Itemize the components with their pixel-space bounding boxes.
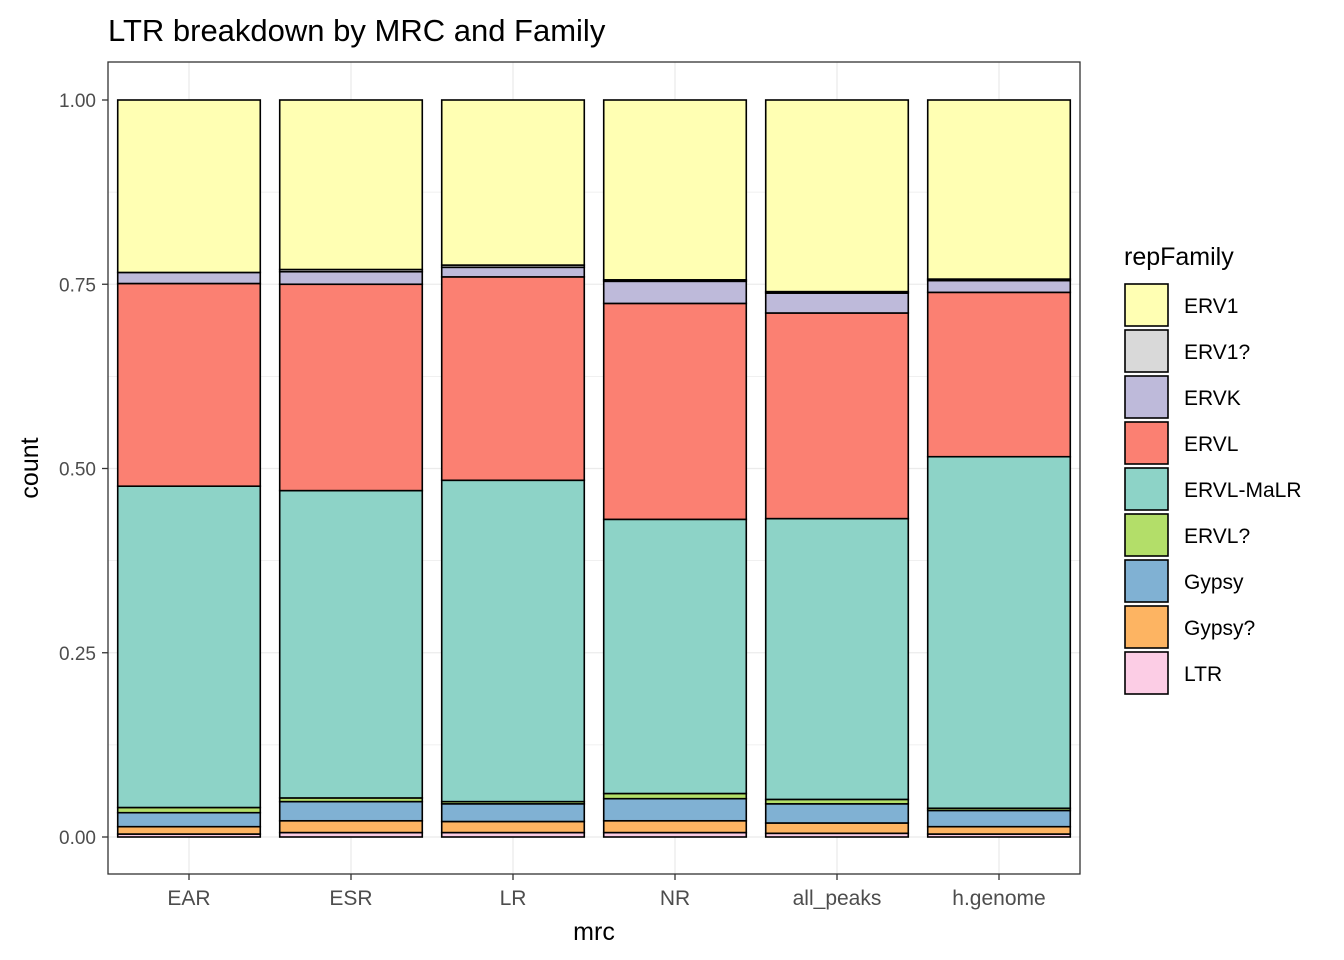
y-tick-label: 0.00 bbox=[59, 828, 96, 849]
bar-segment-LR-ERV1 bbox=[440, 99, 586, 266]
x-tick-label: LR bbox=[500, 887, 527, 910]
bar-segment-all_peaks-ERVL bbox=[764, 312, 910, 520]
bar-segment-ESR-Gypsy bbox=[278, 800, 424, 822]
y-tick-label: 0.25 bbox=[59, 644, 96, 665]
bar-segment-LR-Gypsy? bbox=[440, 820, 586, 834]
legend-title: repFamily bbox=[1124, 243, 1234, 271]
bar-segment-EAR-ERV1 bbox=[116, 99, 262, 274]
bar-segment-h.genome-ERV1 bbox=[926, 99, 1072, 280]
legend-key bbox=[1124, 329, 1169, 373]
legend-key bbox=[1124, 467, 1169, 511]
y-axis: 0.00 0.25 0.50 0.75 1.00 bbox=[59, 91, 108, 849]
bar-stack-ESR bbox=[278, 99, 424, 838]
bar-segment-all_peaks-ERVK bbox=[764, 292, 910, 314]
bar-segment-NR-Gypsy? bbox=[602, 819, 748, 834]
bar-stack-h.genome bbox=[926, 99, 1072, 838]
legend-key bbox=[1124, 513, 1169, 557]
bar-segment-NR-ERVK bbox=[602, 280, 748, 305]
bar-segment-EAR-Gypsy? bbox=[116, 825, 262, 835]
bar-segment-all_peaks-Gypsy bbox=[764, 803, 910, 824]
x-tick-label: EAR bbox=[167, 887, 210, 910]
legend-label: ERVL-MaLR bbox=[1184, 479, 1302, 502]
bar-segment-ESR-ERVK bbox=[278, 270, 424, 286]
bar-segment-NR-ERV1 bbox=[602, 99, 748, 281]
bar-segment-NR-Gypsy bbox=[602, 797, 748, 822]
bar-segment-LR-ERVL-MaLR bbox=[440, 479, 586, 803]
y-tick-label: 1.00 bbox=[59, 91, 96, 112]
x-tick-label: h.genome bbox=[952, 887, 1045, 910]
bar-segment-LR-Gypsy bbox=[440, 803, 586, 823]
legend-item-ERV1: ERV1 bbox=[1124, 283, 1238, 327]
bar-segment-EAR-Gypsy bbox=[116, 811, 262, 828]
x-tick-label: ESR bbox=[329, 887, 372, 910]
bars bbox=[116, 99, 1072, 838]
bar-segment-NR-ERVL bbox=[602, 302, 748, 521]
bar-segment-LR-ERVK bbox=[440, 266, 586, 278]
bar-segment-all_peaks-ERVL-MaLR bbox=[764, 517, 910, 801]
bar-segment-EAR-ERVL bbox=[116, 282, 262, 487]
legend-key bbox=[1124, 375, 1169, 419]
bar-segment-h.genome-Gypsy bbox=[926, 809, 1072, 828]
bar-segment-h.genome-ERVK bbox=[926, 279, 1072, 294]
bar-segment-h.genome-ERVL bbox=[926, 291, 1072, 458]
bar-segment-LR-ERVL bbox=[440, 276, 586, 482]
bar-segment-h.genome-Gypsy? bbox=[926, 825, 1072, 835]
legend-label: LTR bbox=[1184, 663, 1222, 686]
x-tick-label: NR bbox=[660, 887, 690, 910]
legend: repFamily ERV1 ERV1? ERVK ERVL ERVL-MaLR ERVL… bbox=[1124, 243, 1302, 695]
x-tick-label: all_peaks bbox=[793, 887, 882, 910]
y-tick-label: 0.50 bbox=[59, 460, 96, 481]
y-tick-label: 0.75 bbox=[59, 275, 96, 296]
legend-label: ERV1 bbox=[1184, 295, 1238, 318]
legend-key bbox=[1124, 559, 1169, 603]
bar-stack-all_peaks bbox=[764, 99, 910, 838]
legend-item-Gypsy?: Gypsy? bbox=[1124, 605, 1255, 649]
legend-label: ERVL? bbox=[1184, 525, 1250, 548]
bar-segment-EAR-ERVL-MaLR bbox=[116, 485, 262, 809]
bar-stack-NR bbox=[602, 99, 748, 838]
legend-item-ERV1?: ERV1? bbox=[1124, 329, 1250, 373]
legend-label: ERV1? bbox=[1184, 341, 1250, 364]
legend-item-Gypsy: Gypsy bbox=[1124, 559, 1244, 603]
bar-segment-NR-ERVL-MaLR bbox=[602, 518, 748, 795]
legend-label: ERVL bbox=[1184, 433, 1238, 456]
legend-key bbox=[1124, 421, 1169, 465]
bar-segment-EAR-ERVK bbox=[116, 271, 262, 285]
legend-label: Gypsy? bbox=[1184, 617, 1255, 640]
bar-segment-ESR-ERVL bbox=[278, 283, 424, 492]
y-axis-title: count bbox=[16, 437, 44, 498]
x-axis-title: mrc bbox=[573, 918, 615, 946]
legend-item-ERVL?: ERVL? bbox=[1124, 513, 1250, 557]
legend-label: ERVK bbox=[1184, 387, 1241, 410]
chart-title: LTR breakdown by MRC and Family bbox=[108, 13, 606, 48]
bar-segment-h.genome-ERVL-MaLR bbox=[926, 455, 1072, 810]
legend-label: Gypsy bbox=[1184, 571, 1244, 594]
legend-key bbox=[1124, 283, 1169, 327]
legend-key bbox=[1124, 605, 1169, 649]
legend-item-LTR: LTR bbox=[1124, 651, 1222, 695]
bar-stack-LR bbox=[440, 99, 586, 838]
legend-item-ERVK: ERVK bbox=[1124, 375, 1241, 419]
bar-segment-ESR-Gypsy? bbox=[278, 819, 424, 834]
legend-key bbox=[1124, 651, 1169, 695]
bar-segment-ESR-ERV1 bbox=[278, 99, 424, 271]
bar-stack-EAR bbox=[116, 99, 262, 838]
bar-segment-ESR-ERVL-MaLR bbox=[278, 489, 424, 799]
legend-item-ERVL-MaLR: ERVL-MaLR bbox=[1124, 467, 1302, 511]
bar-segment-all_peaks-ERV1 bbox=[764, 99, 910, 293]
bar-segment-all_peaks-Gypsy? bbox=[764, 822, 910, 835]
x-axis: EAR ESR LR NR all_peaks h.genome bbox=[167, 874, 1046, 910]
legend-item-ERVL: ERVL bbox=[1124, 421, 1238, 465]
